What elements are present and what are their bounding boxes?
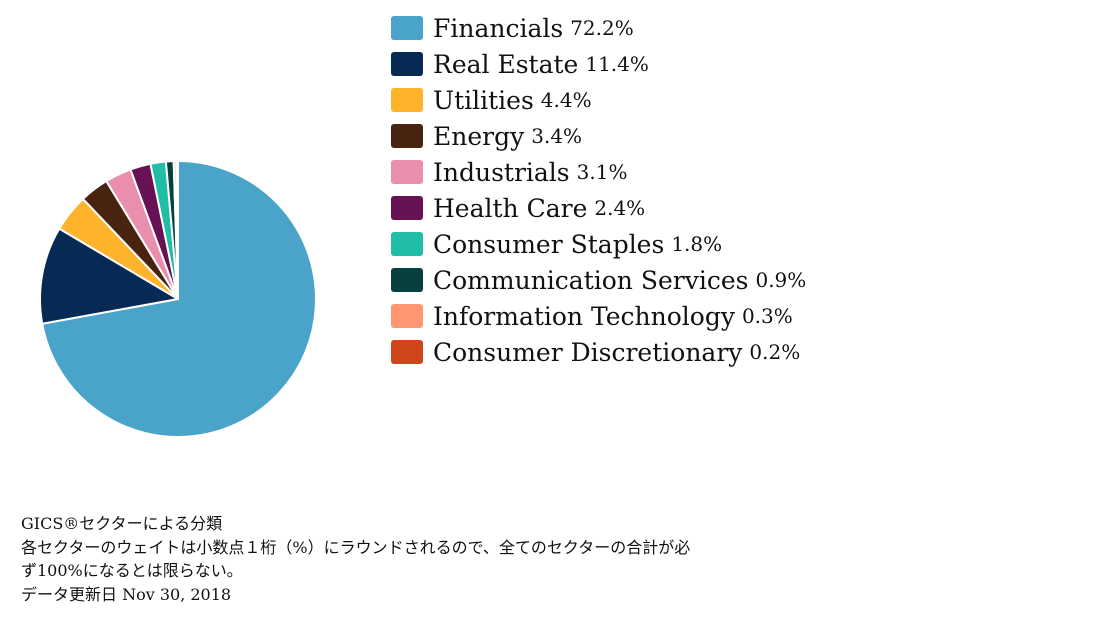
pie-slice-consumer-discretionary <box>175 159 179 300</box>
legend-item-financials: Financials 72.2% <box>391 10 806 46</box>
legend-value: 2.4% <box>594 196 646 220</box>
legend-swatch <box>391 196 423 220</box>
legend-label: Consumer Staples <box>433 229 665 259</box>
footnote-rounding-line1: 各セクターのウェイトは小数点１桁（%）にラウンドされるので、全てのセクターの合計… <box>21 537 691 557</box>
footnote-update-date: データ更新日 Nov 30, 2018 <box>21 584 232 604</box>
legend-swatch <box>391 304 423 328</box>
footnote: GICS®セクターによる分類 各セクターのウェイトは小数点１桁（%）にラウンドさ… <box>21 512 690 606</box>
legend-label: Energy <box>433 121 525 151</box>
legend-item-health-care: Health Care 2.4% <box>391 190 806 226</box>
legend-item-utilities: Utilities 4.4% <box>391 82 806 118</box>
legend-item-consumer-staples: Consumer Staples 1.8% <box>391 226 806 262</box>
legend-value: 0.9% <box>755 268 807 292</box>
legend-swatch <box>391 160 423 184</box>
legend-label: Real Estate <box>433 49 579 79</box>
legend-value: 0.2% <box>749 340 801 364</box>
legend-swatch <box>391 52 423 76</box>
pie-slice-real-estate <box>39 227 179 325</box>
legend-label: Consumer Discretionary <box>433 337 743 367</box>
legend-value: 4.4% <box>540 88 592 112</box>
legend-value: 0.3% <box>741 304 793 328</box>
legend-value: 3.1% <box>576 160 628 184</box>
legend-label: Utilities <box>433 85 534 115</box>
legend-item-communication-services: Communication Services 0.9% <box>391 262 806 298</box>
footnote-rounding-line2: ず100%になるとは限らない。 <box>21 561 243 580</box>
legend-label: Health Care <box>433 193 588 223</box>
legend-label: Information Technology <box>433 301 735 331</box>
pie-slice-financials <box>41 160 317 438</box>
legend-value: 1.8% <box>671 232 723 256</box>
legend-swatch <box>391 232 423 256</box>
legend-swatch <box>391 88 423 112</box>
pie-slices <box>39 159 317 438</box>
legend-swatch <box>391 16 423 40</box>
legend-value: 72.2% <box>570 16 634 40</box>
legend-item-real-estate: Real Estate 11.4% <box>391 46 806 82</box>
legend-item-consumer-discretionary: Consumer Discretionary 0.2% <box>391 334 806 370</box>
legend-value: 3.4% <box>531 124 583 148</box>
footnote-classification: GICS®セクターによる分類 <box>21 514 223 533</box>
legend-item-industrials: Industrials 3.1% <box>391 154 806 190</box>
legend-label: Industrials <box>433 157 570 187</box>
legend-swatch <box>391 268 423 292</box>
legend-label: Financials <box>433 13 564 43</box>
legend-value: 11.4% <box>585 52 649 76</box>
legend: Financials 72.2% Real Estate 11.4% Utilities… <box>391 10 806 370</box>
legend-swatch <box>391 340 423 364</box>
legend-swatch <box>391 124 423 148</box>
legend-label: Communication Services <box>433 265 749 295</box>
legend-item-energy: Energy 3.4% <box>391 118 806 154</box>
legend-item-information-technology: Information Technology 0.3% <box>391 298 806 334</box>
